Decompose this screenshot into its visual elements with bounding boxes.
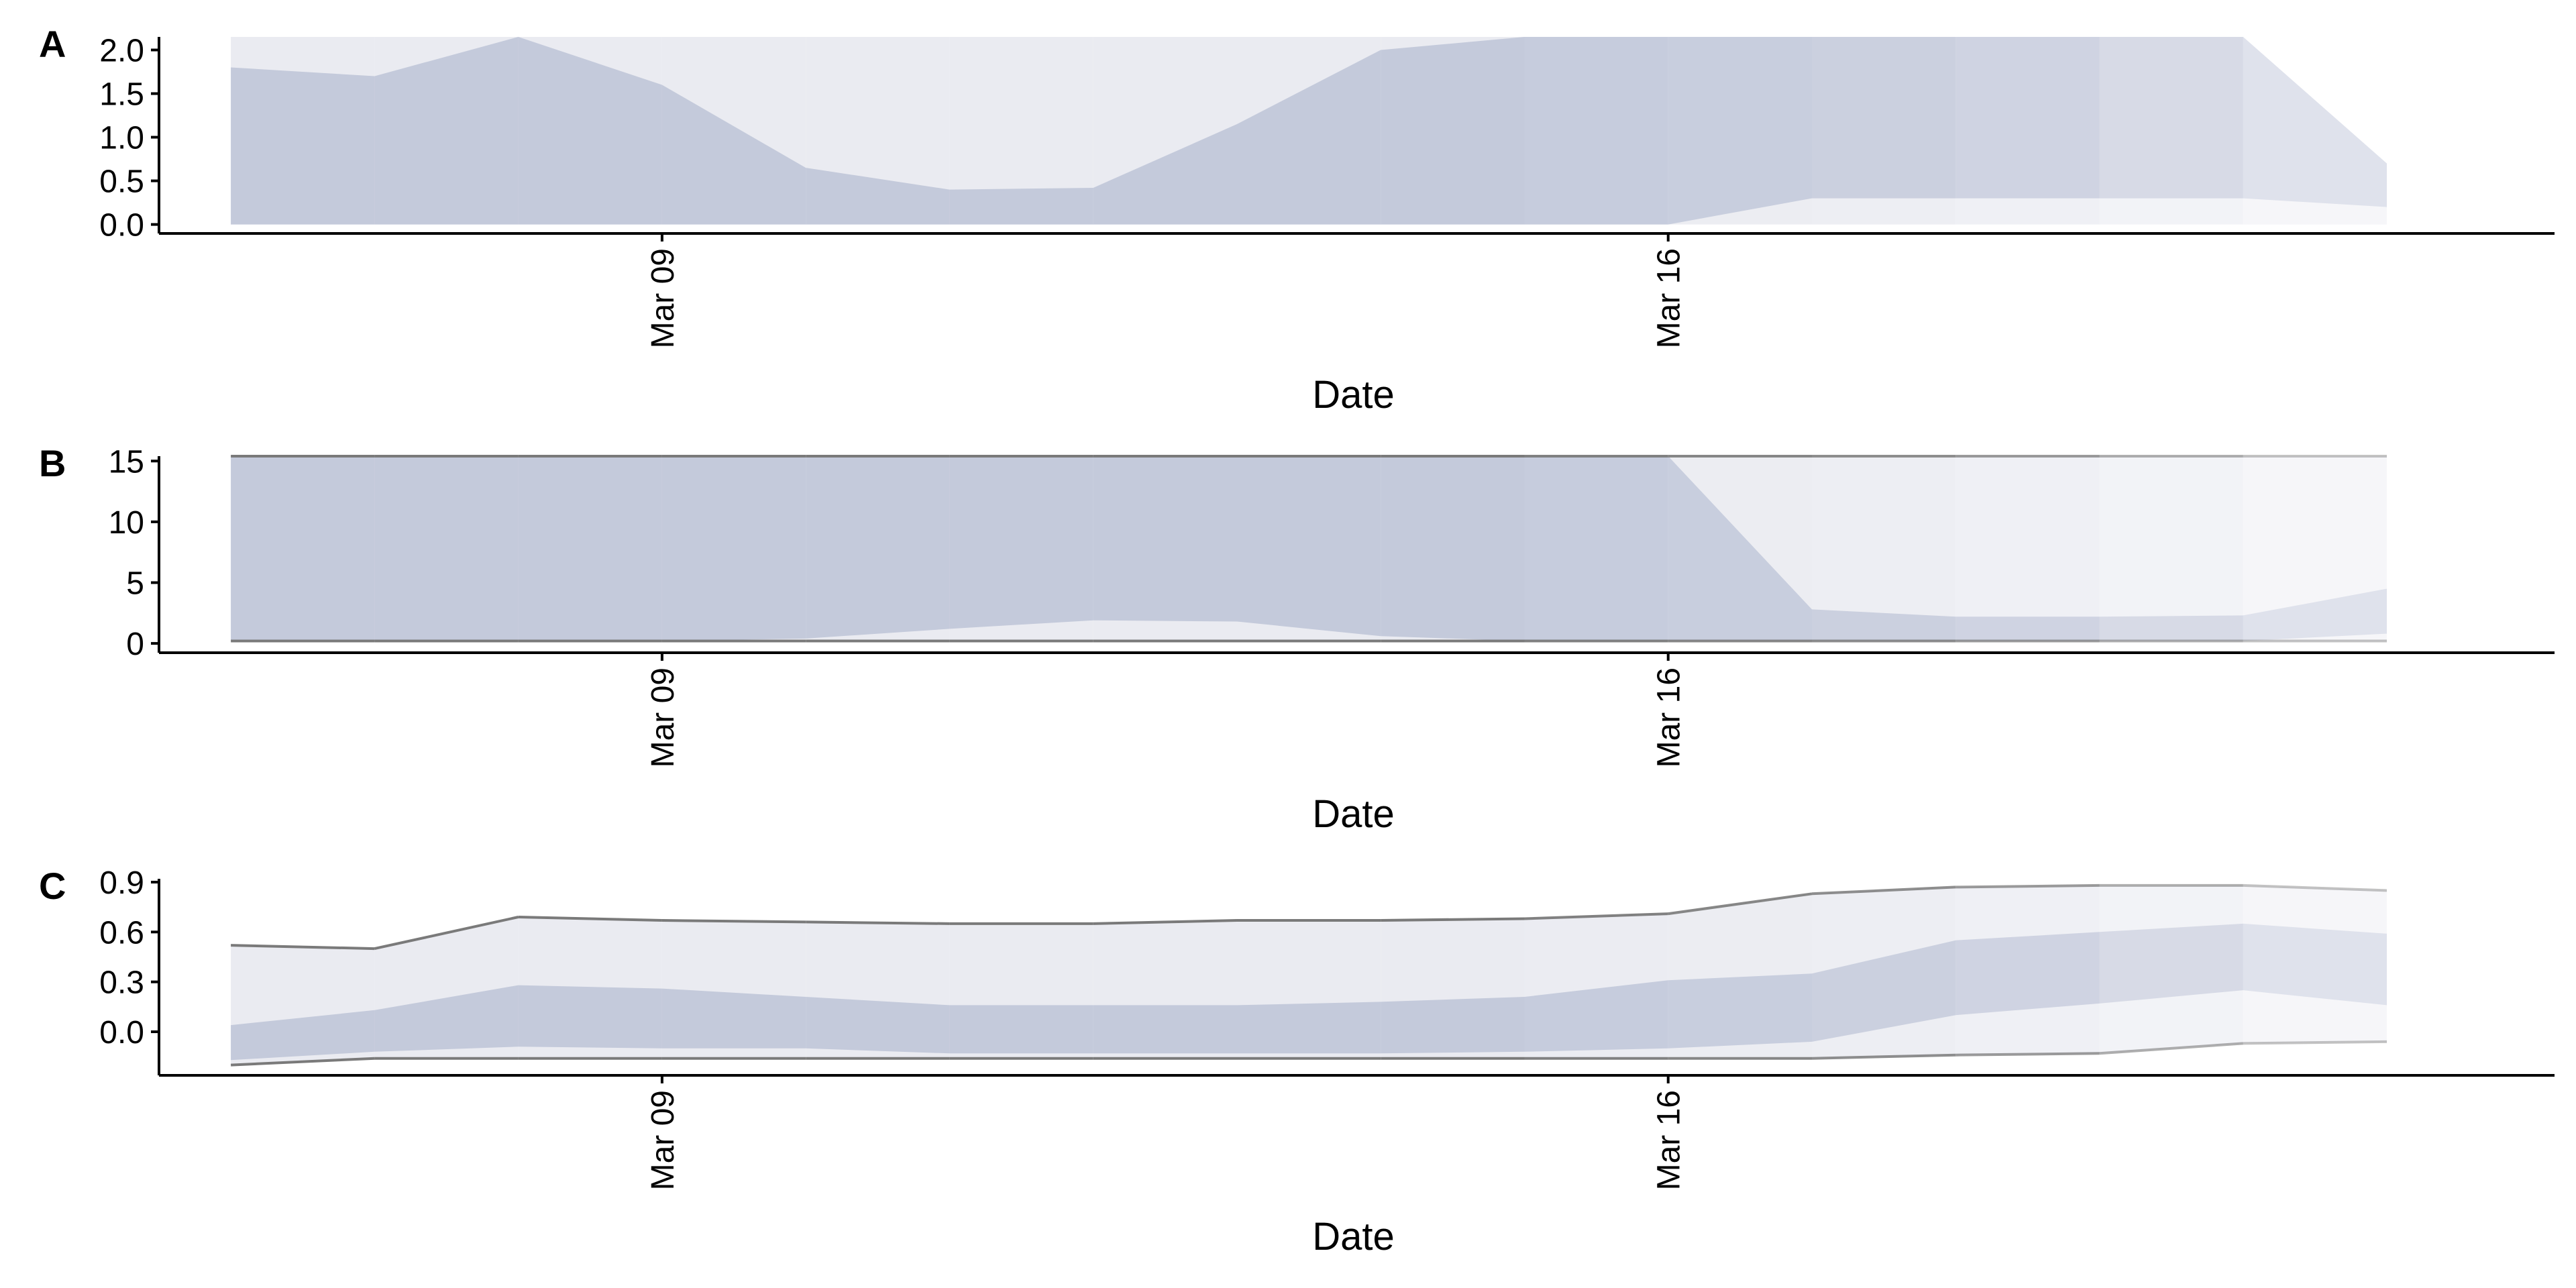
band-inner-segment [1381,37,1525,225]
panel-a: 0.0 0.5 1.0 1.5 2.0 Mar 09 Mar 16 Date A [39,23,2555,417]
y-tick-label: 1.5 [99,77,144,113]
series-line-2-segment [2243,1040,2387,1045]
series-line-1-segment [1524,912,1668,920]
y-tick-label: 0.3 [99,965,144,1001]
series-line-1-segment [2243,883,2387,892]
y-tick-label: 0.0 [99,1015,144,1051]
band-outer-segment [1812,456,1956,641]
series-line-2-segment [231,1057,375,1067]
band-inner-segment [661,456,806,641]
band-outer-segment [2243,885,2387,1044]
band-inner-segment [518,37,662,225]
series-line-1-segment [1093,919,1238,925]
band-inner-segment [1812,940,1956,1042]
y-tick-label: 0.5 [99,164,144,200]
band-outer-segment [2243,37,2387,225]
panel-c: 0.0 0.3 0.6 0.9 Mar 09 Mar 16 Date C [39,865,2555,1258]
band-inner-segment [1237,1002,1381,1054]
series-line-2-segment [2099,1042,2243,1055]
band-inner-segment [949,1005,1093,1054]
series-line-1-segment [374,916,519,951]
x-tick-label: Mar 16 [1652,667,1687,767]
band-inner-segment [1093,456,1237,622]
band-inner-segment [1955,37,2100,199]
x-tick-label: Mar 16 [1652,248,1687,348]
panel-label: C [39,865,66,907]
x-tick-label: Mar 09 [645,248,681,348]
band-outer-segment [949,37,1093,225]
y-tick-label: 5 [126,566,144,602]
band-inner-segment [1093,1005,1237,1054]
series-line-1-segment [661,919,806,924]
band-inner-segment [1812,609,1956,641]
series-line-1-segment [1668,892,1813,916]
band-inner-segment [231,1010,375,1061]
y-tick-label: 10 [109,505,144,541]
y-tick-label: 0 [126,627,144,662]
band-inner-segment [231,456,375,641]
y-tick-label: 1.0 [99,121,144,156]
band-inner-segment [1524,456,1668,641]
band-inner-segment [806,456,950,639]
band-inner-segment [1381,456,1525,641]
band-inner-segment [518,985,662,1049]
band-inner-segment [806,168,950,225]
band-inner-segment [1524,37,1668,225]
band-inner-segment [231,67,375,225]
band-inner-segment [2243,588,2387,641]
y-tick-label: 0.9 [99,865,144,901]
y-tick-label: 0.0 [99,208,144,244]
band-inner-segment [1955,932,2100,1016]
series-line-1-segment [1381,917,1525,922]
band-inner-segment [661,85,806,225]
band-inner-segment [2099,615,2243,641]
series-line-1-segment [1811,885,1956,896]
band-inner-segment [1381,997,1525,1054]
panel-label: B [39,442,66,484]
band-inner-segment [1955,616,2100,641]
series-line-1-segment [231,944,375,951]
y-tick-label: 0.6 [99,915,144,951]
band-inner-segment [1093,124,1237,225]
series-line-1-segment [1955,883,2100,889]
band-inner-segment [1668,456,1812,641]
band-inner-segment [374,456,519,641]
band-outer-segment [1955,456,2100,641]
band-inner-segment [2243,923,2387,1006]
band-inner-segment [1237,50,1381,225]
band-inner-segment [518,456,662,641]
band-inner-segment [1668,37,1812,225]
band-inner-segment [1668,973,1812,1049]
x-axis-title: Date [1312,792,1395,836]
x-tick-label: Mar 16 [1652,1090,1687,1190]
band-inner-segment [2099,37,2243,199]
band-inner-segment [1237,456,1381,637]
band-inner-segment [1812,37,1956,199]
x-tick-label: Mar 09 [645,667,681,767]
band-inner-segment [374,985,519,1052]
y-tick-label: 15 [109,444,144,480]
x-tick-label: Mar 09 [645,1090,681,1190]
x-axis-title: Date [1312,373,1395,417]
band-inner-segment [661,988,806,1049]
band-inner-segment [949,456,1093,629]
series-line-2-segment [1811,1053,1956,1060]
y-tick-label: 2.0 [99,34,144,69]
series-line-1-segment [806,920,950,925]
band-inner-segment [1524,980,1668,1052]
band-inner-segment [2099,923,2243,1004]
band-inner-segment [949,188,1093,225]
series-line-2-segment [1955,1052,2100,1057]
band-inner-segment [2243,37,2387,207]
x-axis-title: Date [1312,1215,1395,1258]
band-inner-segment [806,997,950,1054]
series-line-1-segment [518,916,662,922]
band-outer-segment [2243,456,2387,641]
panel-b: 0 5 10 15 Mar 09 Mar 16 Date B [39,442,2555,836]
panel-label: A [39,23,66,65]
band-inner-segment [374,37,519,225]
band-outer-segment [2099,456,2243,641]
